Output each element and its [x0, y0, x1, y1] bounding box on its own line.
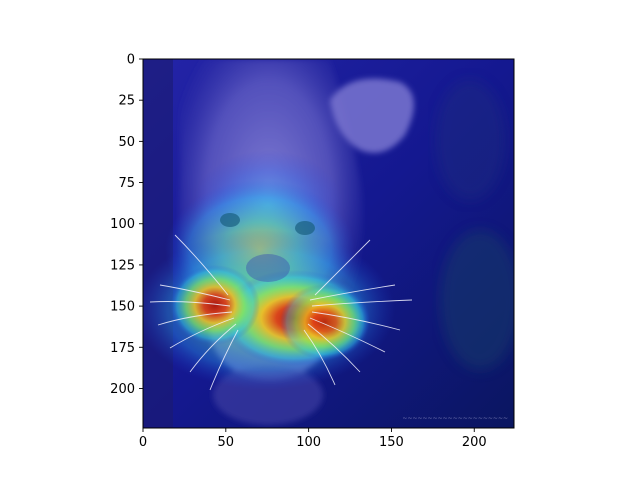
heatmap-image: ~~~~~~~~~~~~~~~~~~~~~ — [143, 59, 514, 428]
y-tick-label: 100 — [110, 217, 135, 232]
y-tick-label: 75 — [118, 176, 135, 191]
svg-text:~~~~~~~~~~~~~~~~~~~~~: ~~~~~~~~~~~~~~~~~~~~~ — [402, 415, 508, 422]
plot-frame — [142, 58, 515, 429]
y-tick-label: 125 — [110, 258, 135, 273]
x-tick-label: 150 — [379, 435, 404, 450]
x-axis: 0 50 100 150 200 — [139, 428, 487, 450]
x-tick-label: 0 — [139, 435, 147, 450]
y-axis: 0 25 50 75 100 125 150 175 200 — [110, 53, 143, 397]
x-tick-label: 200 — [462, 435, 487, 450]
y-tick-label: 200 — [110, 382, 135, 397]
y-tick-label: 50 — [118, 135, 135, 150]
y-tick-label: 0 — [127, 53, 135, 68]
y-tick-label: 175 — [110, 341, 135, 356]
y-tick-label: 25 — [118, 94, 135, 109]
x-tick-label: 50 — [218, 435, 235, 450]
x-tick-label: 100 — [296, 435, 321, 450]
y-tick-label: 150 — [110, 300, 135, 315]
